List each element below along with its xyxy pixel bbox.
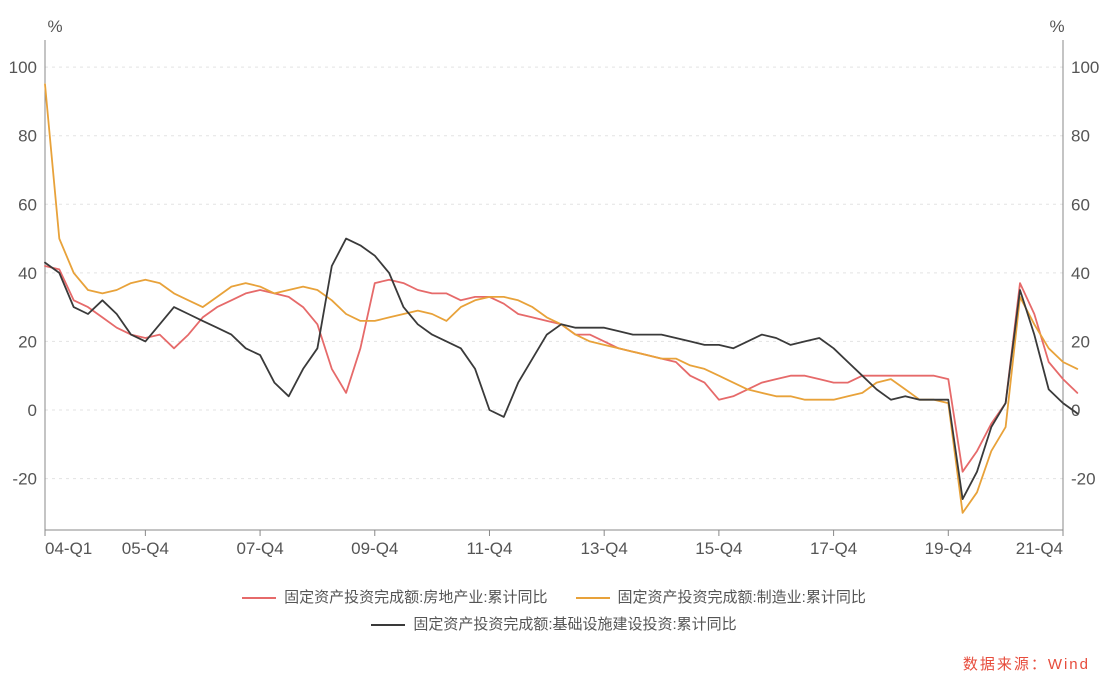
legend-item-manufacturing: 固定资产投资完成额:制造业:累计同比: [576, 586, 866, 610]
legend: 固定资产投资完成额:房地产业:累计同比 固定资产投资完成额:制造业:累计同比固定资…: [0, 583, 1108, 637]
x-tick-label: 15-Q4: [695, 539, 742, 558]
y-tick-label-left: 40: [18, 264, 37, 283]
y-tick-label-right: 40: [1071, 264, 1090, 283]
y-tick-label-left: 60: [18, 195, 37, 214]
legend-swatch: [242, 597, 276, 599]
series-manufacturing: [45, 84, 1077, 513]
y-tick-label-right: 20: [1071, 332, 1090, 351]
legend-item-infrastructure: 固定资产投资完成额:基础设施建设投资:累计同比: [371, 613, 736, 637]
x-tick-label: 17-Q4: [810, 539, 857, 558]
y-unit-left: %: [47, 17, 62, 36]
y-unit-right: %: [1049, 17, 1064, 36]
legend-item-real_estate: 固定资产投资完成额:房地产业:累计同比: [242, 586, 547, 610]
line-chart: -20-20002020404060608080100100%%04-Q105-…: [0, 0, 1108, 680]
y-tick-label-left: 20: [18, 332, 37, 351]
x-tick-label: 05-Q4: [122, 539, 169, 558]
y-tick-label-right: 100: [1071, 58, 1099, 77]
x-tick-label: 09-Q4: [351, 539, 398, 558]
x-tick-label: 21-Q4: [1016, 539, 1063, 558]
x-tick-label: 19-Q4: [925, 539, 972, 558]
legend-label: 固定资产投资完成额:基础设施建设投资:累计同比: [413, 613, 736, 637]
x-tick-label: 04-Q1: [45, 539, 92, 558]
series-infrastructure: [45, 239, 1077, 500]
x-tick-label: 11-Q4: [466, 539, 512, 558]
data-source-note: 数据来源：Wind: [963, 653, 1090, 674]
chart-container: -20-20002020404060608080100100%%04-Q105-…: [0, 0, 1108, 680]
legend-label: 固定资产投资完成额:房地产业:累计同比: [284, 586, 547, 610]
y-tick-label-left: 100: [9, 58, 37, 77]
y-tick-label-right: 60: [1071, 195, 1090, 214]
y-tick-label-right: -20: [1071, 470, 1096, 489]
y-tick-label-left: 80: [18, 127, 37, 146]
x-tick-label: 07-Q4: [236, 539, 283, 558]
x-tick-label: 13-Q4: [581, 539, 628, 558]
y-tick-label-left: 0: [28, 401, 37, 420]
legend-swatch: [576, 597, 610, 599]
y-tick-label-right: 80: [1071, 127, 1090, 146]
legend-swatch: [371, 624, 405, 626]
series-real_estate: [45, 266, 1077, 472]
y-tick-label-left: -20: [12, 470, 37, 489]
legend-label: 固定资产投资完成额:制造业:累计同比: [618, 586, 866, 610]
